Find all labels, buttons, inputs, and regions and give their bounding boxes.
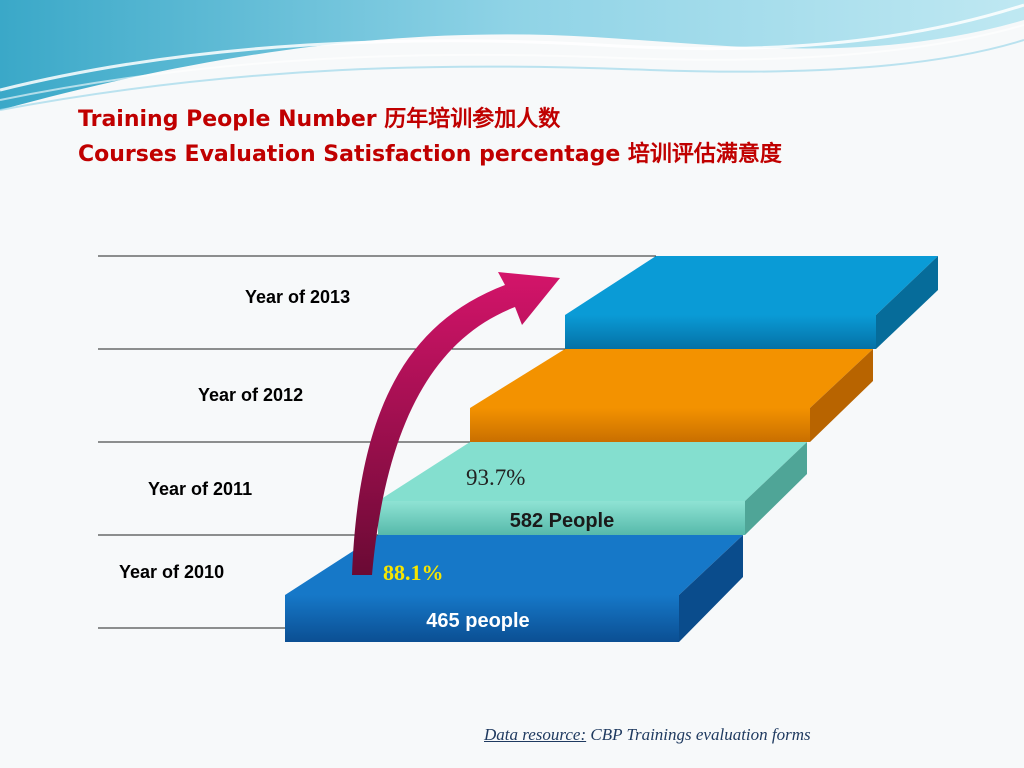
year-label-2012: Year of 2012	[198, 385, 304, 405]
growth-arrow-icon	[352, 272, 560, 575]
slide-title-line-2: Courses Evaluation Satisfaction percenta…	[78, 142, 782, 167]
step-2010	[285, 535, 743, 642]
people-2011: 582 People	[510, 510, 615, 532]
row-divider-lines	[98, 255, 656, 629]
data-source-label: Data resource:	[484, 725, 587, 744]
year-label-2011: Year of 2011	[148, 479, 253, 499]
year-label-2013: Year of 2013	[245, 287, 351, 307]
data-source-text: CBP Trainings evaluation forms	[590, 725, 811, 744]
data-source-note: Data resource: CBP Trainings evaluation …	[484, 725, 811, 745]
step-2011	[378, 442, 807, 535]
satisfaction-2010: 88.1%	[383, 560, 444, 585]
satisfaction-2011: 93.7%	[466, 465, 525, 490]
year-label-2010: Year of 2010	[119, 562, 225, 582]
people-2010: 465 people	[426, 610, 529, 632]
slide-title-line-1: Training People Number 历年培训参加人数	[78, 107, 561, 132]
step-2013	[565, 256, 938, 349]
step-2012	[470, 349, 873, 442]
header-wave-decoration	[0, 0, 1024, 111]
